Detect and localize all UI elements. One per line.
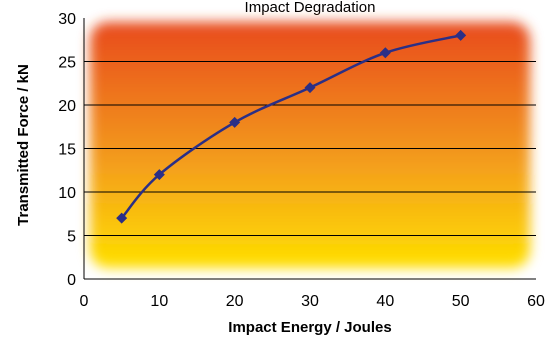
y-tick-label: 20 — [58, 98, 76, 115]
series-markers — [116, 29, 467, 224]
data-point-marker — [304, 82, 316, 94]
data-point-marker — [455, 29, 467, 41]
data-point-marker — [116, 212, 128, 224]
y-tick-labels: 0 5 10 15 20 25 30 — [58, 11, 76, 289]
gridlines — [84, 61, 536, 236]
x-tick-labels: 0 10 20 30 40 50 60 — [80, 293, 545, 310]
y-axis-title: Transmitted Force / kN — [15, 64, 32, 226]
plot-background — [90, 22, 530, 268]
chart-title: Impact Degradation — [245, 0, 376, 16]
x-tick-label: 40 — [376, 293, 394, 310]
x-tick-label: 60 — [527, 293, 545, 310]
y-tick-label: 10 — [58, 185, 76, 202]
x-tick-label: 20 — [226, 293, 244, 310]
y-tick-label: 15 — [58, 142, 76, 159]
data-point-marker — [153, 169, 165, 181]
y-tick-label: 30 — [58, 11, 76, 28]
y-tick-label: 25 — [58, 55, 76, 72]
data-point-marker — [229, 116, 241, 128]
x-tick-label: 30 — [301, 293, 319, 310]
x-tick-label: 10 — [150, 293, 168, 310]
data-point-marker — [379, 47, 391, 59]
y-tick-label: 5 — [67, 229, 76, 246]
x-tick-label: 0 — [80, 293, 89, 310]
x-tick-label: 50 — [452, 293, 470, 310]
x-axis-title: Impact Energy / Joules — [228, 319, 391, 336]
y-tick-label: 0 — [67, 272, 76, 289]
